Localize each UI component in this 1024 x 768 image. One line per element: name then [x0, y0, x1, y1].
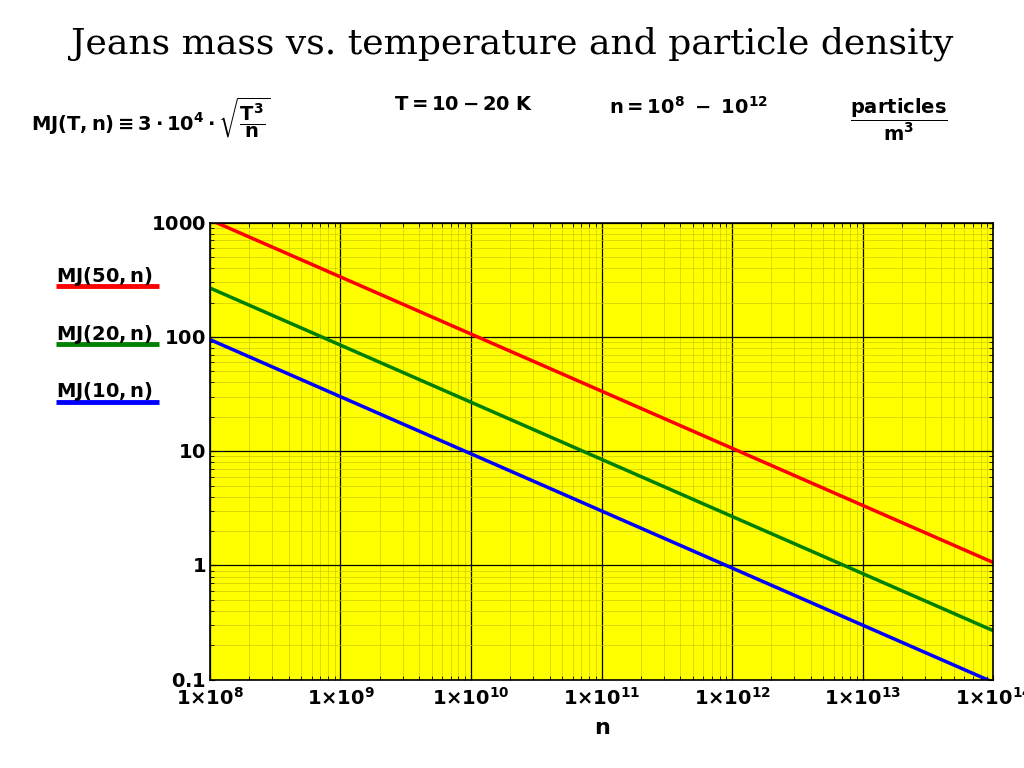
- Text: $\mathbf{MJ(20 , n)}$: $\mathbf{MJ(20 , n)}$: [56, 323, 154, 346]
- Text: $\mathbf{\dfrac{particles}{m^3}}$: $\mathbf{\dfrac{particles}{m^3}}$: [850, 96, 948, 143]
- Text: $\mathbf{MJ(10 , n)}$: $\mathbf{MJ(10 , n)}$: [56, 380, 154, 403]
- Text: $\mathbf{MJ(50 , n)}$: $\mathbf{MJ(50 , n)}$: [56, 265, 154, 288]
- X-axis label: $\mathbf{n}$: $\mathbf{n}$: [594, 717, 609, 739]
- Text: $\mathbf{MJ(T,n) \equiv 3 \cdot 10^4 \cdot \sqrt{\dfrac{T^3}{n}}}$: $\mathbf{MJ(T,n) \equiv 3 \cdot 10^4 \cd…: [31, 96, 270, 141]
- Text: Jeans mass vs. temperature and particle density: Jeans mass vs. temperature and particle …: [71, 27, 953, 61]
- Text: $\mathbf{T = 10 - 20\ K}$: $\mathbf{T = 10 - 20\ K}$: [394, 96, 534, 114]
- Text: $\mathbf{n = 10^8 \ - \ 10^{12}}$: $\mathbf{n = 10^8 \ - \ 10^{12}}$: [609, 96, 768, 118]
